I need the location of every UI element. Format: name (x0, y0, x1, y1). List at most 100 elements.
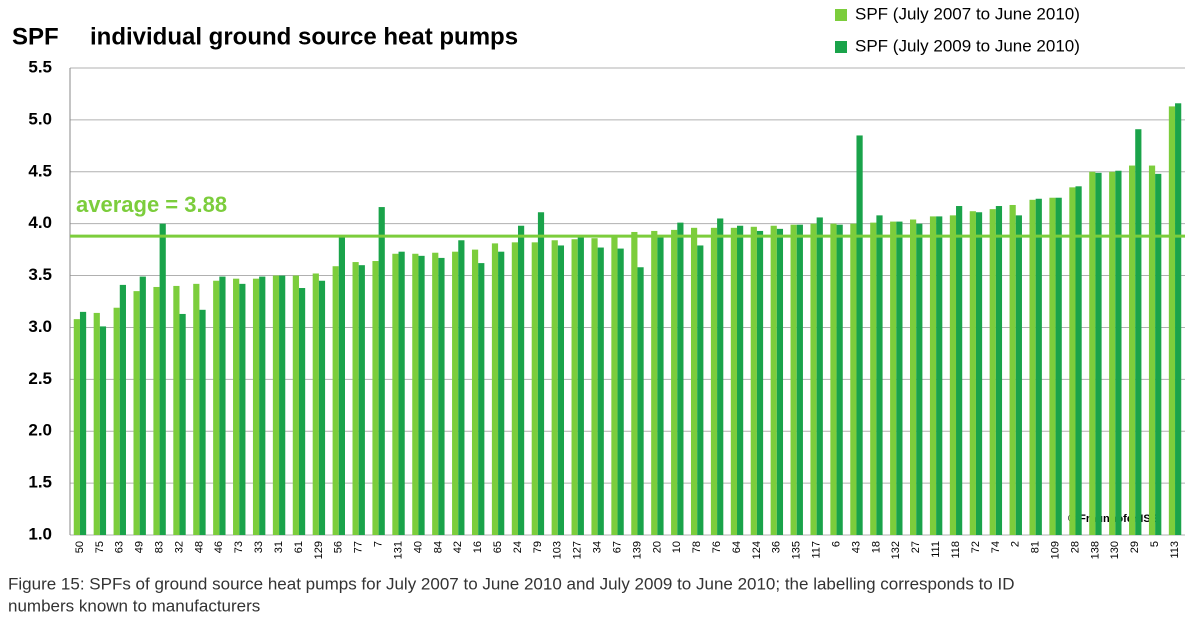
x-tick-label: 61 (293, 541, 305, 553)
x-tick-label: 56 (333, 541, 345, 553)
x-tick-label: 28 (1069, 541, 1081, 553)
bar (239, 283, 246, 535)
bar (113, 307, 120, 535)
x-tick-label: 31 (273, 541, 285, 553)
x-tick-label: 50 (74, 541, 86, 553)
bar (591, 238, 598, 535)
bar (1075, 186, 1082, 535)
bar (438, 257, 445, 535)
bar (1069, 187, 1076, 535)
bar (1095, 172, 1102, 535)
x-tick-label: 34 (592, 541, 604, 553)
x-tick-label: 81 (1030, 541, 1042, 553)
bar (498, 251, 505, 536)
legend-label: SPF (July 2009 to June 2010) (855, 36, 1080, 55)
y-tick-label: 2.5 (28, 369, 52, 388)
bar (79, 311, 87, 535)
x-tick-label: 36 (771, 541, 783, 553)
bar (617, 248, 624, 535)
bar (1155, 173, 1162, 535)
bar (139, 276, 146, 535)
x-tick-label: 16 (472, 541, 484, 553)
bar (631, 231, 638, 536)
bar (531, 242, 538, 535)
bar (398, 251, 405, 536)
bar (551, 240, 558, 535)
bar (173, 285, 180, 535)
bar (252, 278, 260, 535)
bar (378, 207, 385, 535)
x-tick-label: 40 (412, 541, 424, 553)
bar (790, 224, 797, 535)
bar (298, 288, 306, 535)
bar (611, 236, 618, 535)
bar (697, 245, 704, 535)
legend-label: SPF (July 2007 to June 2010) (855, 4, 1080, 23)
bar (517, 225, 525, 535)
x-tick-label: 64 (731, 541, 743, 553)
bar (153, 286, 160, 535)
bar (159, 223, 166, 535)
bar (332, 266, 339, 535)
bar (651, 230, 658, 536)
x-tick-label: 33 (253, 541, 265, 553)
bar (352, 262, 359, 535)
x-tick-label: 65 (492, 541, 504, 553)
x-tick-label: 111 (930, 541, 942, 558)
bar (896, 221, 903, 535)
bar (936, 216, 943, 535)
bar (975, 212, 983, 536)
x-tick-label: 73 (233, 541, 245, 553)
x-tick-label: 113 (1169, 541, 1181, 559)
bar (1129, 165, 1136, 535)
bar (312, 273, 319, 535)
x-tick-label: 10 (671, 541, 683, 553)
bar (890, 221, 897, 535)
y-axis-label: SPF (12, 23, 59, 50)
x-tick-label: 130 (1109, 541, 1121, 559)
bar (671, 229, 678, 536)
bar (1109, 171, 1116, 535)
bar (452, 251, 459, 536)
bar (491, 243, 499, 535)
bar (597, 247, 604, 535)
bar (737, 225, 744, 535)
bar (213, 280, 220, 535)
bar (810, 223, 817, 535)
bar (93, 312, 100, 535)
x-tick-label: 49 (134, 541, 146, 553)
x-tick-label: 138 (1089, 541, 1101, 559)
bar (557, 245, 565, 535)
y-tick-label: 1.0 (28, 524, 52, 543)
bar (418, 255, 425, 536)
bar (730, 227, 738, 535)
x-tick-label: 84 (432, 541, 444, 553)
bar (929, 216, 937, 535)
x-tick-label: 29 (1129, 541, 1141, 553)
x-tick-label: 48 (193, 541, 205, 553)
bar (119, 284, 126, 535)
bar (73, 319, 80, 535)
x-tick-label: 43 (850, 541, 862, 553)
bar (199, 309, 206, 535)
x-tick-label: 79 (532, 541, 544, 553)
x-tick-label: 5 (1149, 541, 1161, 547)
x-tick-label: 67 (611, 541, 623, 553)
bar (989, 209, 996, 536)
bar (99, 326, 107, 535)
bar (717, 218, 724, 535)
bar (412, 253, 419, 536)
bar (358, 265, 365, 535)
bar (292, 275, 299, 535)
bar (796, 224, 803, 535)
bar (179, 313, 186, 535)
bar (1029, 199, 1036, 535)
bar (318, 280, 326, 535)
x-tick-label: 129 (313, 541, 325, 559)
bar (750, 226, 757, 535)
x-tick-label: 18 (870, 541, 882, 553)
bar (1168, 106, 1176, 536)
bar (910, 219, 917, 535)
bar (1148, 165, 1156, 535)
